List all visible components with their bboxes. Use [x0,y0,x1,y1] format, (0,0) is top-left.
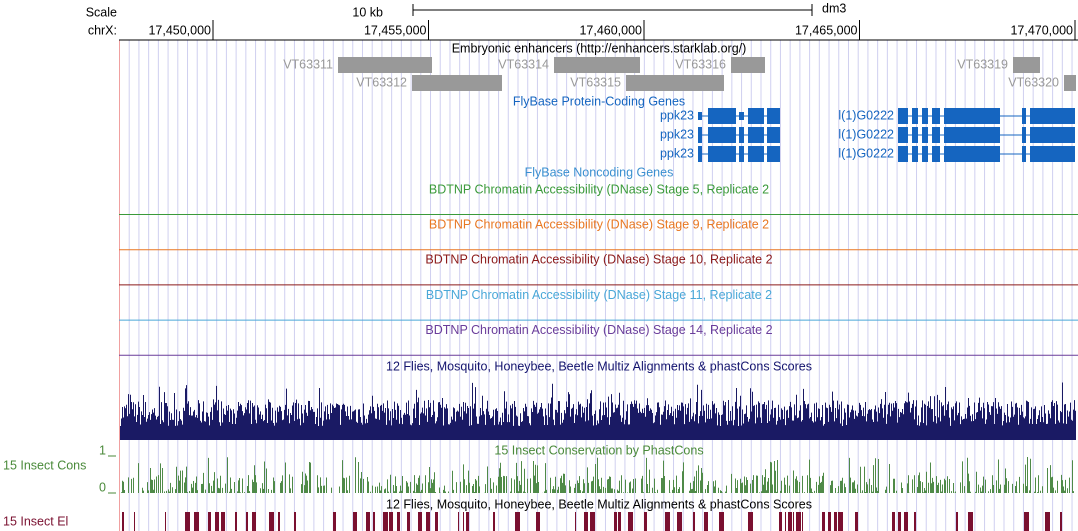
axis-max: 1 [99,443,106,457]
exon [912,146,918,162]
chr-label: chrX: [88,23,117,37]
enhancer-label: VT63320 [1008,75,1059,89]
axis-min: 0 [99,480,106,494]
ruler-label: 17,450,000 [148,23,211,37]
exon [698,112,702,120]
gene-label: l(1)G0222 [838,127,894,141]
exon [922,146,928,162]
gene-label: l(1)G0222 [838,108,894,122]
conservation-signal [121,457,1074,493]
track-title: BDTNP Chromatin Accessibility (DNase) St… [425,323,772,337]
scale-bar-label: 10 kb [352,5,383,19]
exon [932,108,940,124]
ruler-label: 17,455,000 [364,23,427,37]
exon [767,146,780,162]
exon [708,108,736,124]
exon [1030,146,1075,162]
exon [1030,127,1075,143]
gene-label: ppk23 [660,146,694,160]
gene-label: ppk23 [660,127,694,141]
exon [932,146,940,162]
exon [944,127,1000,143]
exon [739,146,744,162]
exon [922,127,928,143]
track-title: BDTNP Chromatin Accessibility (DNase) St… [429,182,769,196]
exon [1022,127,1026,143]
exon [912,108,918,124]
exon [898,108,908,124]
gene-label: ppk23 [660,108,694,122]
track-title: BDTNP Chromatin Accessibility (DNase) St… [426,288,772,302]
conserved-elements [122,512,1062,531]
exon [698,146,702,162]
exon [944,108,1000,124]
track-title: 12 Flies, Mosquito, Honeybee, Beetle Mul… [386,497,812,511]
exon [739,127,744,143]
enhancer-label: VT63311 [283,57,333,71]
exon [748,108,764,124]
track-title: Embryonic enhancers (http://enhancers.st… [452,41,747,55]
enhancer-label: VT63314 [498,57,549,71]
exon [932,127,940,143]
assembly-label: dm3 [822,1,846,15]
exon [739,112,744,120]
exon [1022,108,1026,124]
scale-bar [412,4,813,16]
track-title: FlyBase Noncoding Genes [525,165,674,179]
exon [708,146,736,162]
exon [1030,108,1075,124]
ruler-label: 17,470,000 [1010,23,1073,37]
track-title: BDTNP Chromatin Accessibility (DNase) St… [425,253,772,267]
exon [698,127,702,143]
enhancer [1064,75,1076,91]
enhancer [626,75,724,91]
exon [748,146,764,162]
gene-label: l(1)G0222 [838,146,894,160]
track-title: 15 Insect Conservation by PhastCons [494,443,703,457]
exon [912,127,918,143]
enhancer [554,57,640,73]
enhancer-label: VT63319 [957,57,1008,71]
enhancer [1013,57,1040,73]
track-title: FlyBase Protein-Coding Genes [513,94,685,108]
enhancer [338,57,432,73]
ruler-label: 17,465,000 [795,23,858,37]
side-label: 15 Insect Cons [3,458,86,472]
multiz-signal [120,382,1076,440]
scale-label: Scale [86,5,117,19]
enhancer-label: VT63316 [675,57,726,71]
exon [767,108,780,124]
exon [944,146,1000,162]
ruler-label: 17,460,000 [579,23,642,37]
exon [767,127,780,143]
enhancer-label: VT63312 [356,75,407,89]
exon [898,127,908,143]
exon [708,127,736,143]
track-title: BDTNP Chromatin Accessibility (DNase) St… [429,217,769,231]
enhancer [731,57,765,73]
enhancer [412,75,502,91]
exon [898,146,908,162]
exon [748,127,764,143]
exon [1022,146,1026,162]
enhancer-label: VT63315 [570,75,621,89]
side-label: 15 Insect El [3,514,68,528]
track-title: 12 Flies, Mosquito, Honeybee, Beetle Mul… [386,359,812,373]
exon [922,108,928,124]
